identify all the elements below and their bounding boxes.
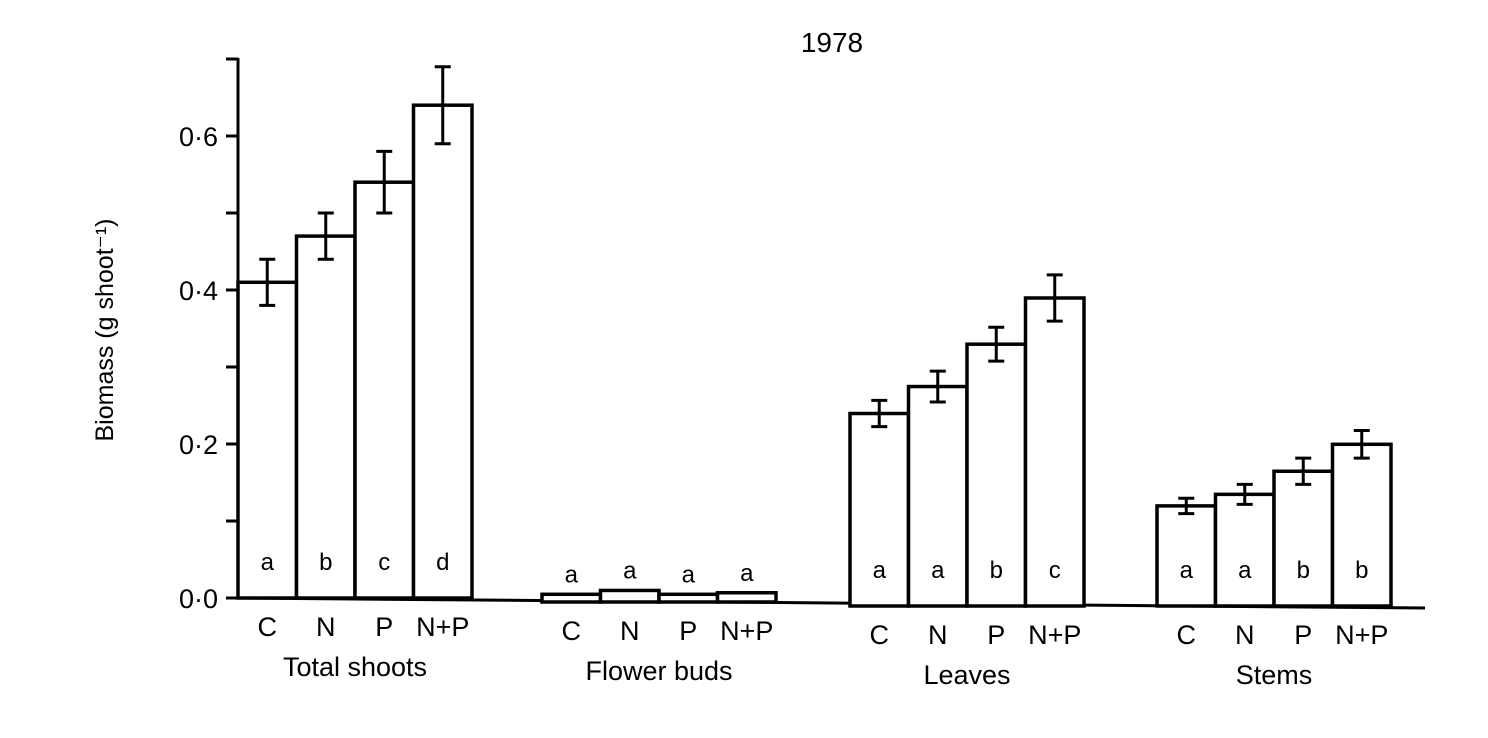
- chart-title: 1978: [801, 27, 863, 58]
- significance-letter: c: [1049, 557, 1061, 584]
- significance-letter: a: [1180, 557, 1194, 584]
- x-tick-label: N+P: [416, 612, 469, 642]
- x-tick-label: N: [1235, 620, 1255, 650]
- significance-letter: a: [623, 557, 637, 584]
- y-tick-label: 0·0: [179, 584, 218, 614]
- bar: [848, 411, 911, 608]
- significance-letter: a: [1238, 557, 1252, 584]
- bars-layer: a Cb Nc Pd N+P Total shoots a Ca Na Pa N+P Flower b…: [236, 65, 1393, 690]
- bar: [353, 180, 416, 600]
- x-tick-label: N: [620, 616, 640, 646]
- significance-letter: a: [740, 560, 754, 587]
- significance-letter: b: [990, 557, 1003, 584]
- x-tick-label: N+P: [1335, 620, 1388, 650]
- significance-letter: d: [436, 549, 449, 576]
- x-tick-label: N+P: [720, 616, 773, 646]
- group-label: Flower buds: [585, 656, 732, 686]
- bar: [1155, 504, 1218, 608]
- significance-letter: a: [682, 561, 696, 588]
- x-tick-label: C: [1177, 620, 1197, 650]
- bar: [598, 588, 661, 604]
- x-tick-label: P: [679, 616, 697, 646]
- significance-letter: a: [931, 557, 945, 584]
- bar: [657, 592, 720, 604]
- significance-letter: a: [873, 557, 887, 584]
- bar: [1272, 469, 1335, 608]
- y-tick-label: 0·2: [179, 430, 218, 460]
- bar: [236, 280, 299, 600]
- x-tick-label: C: [562, 616, 582, 646]
- significance-letter: b: [1297, 557, 1310, 584]
- bar: [1330, 442, 1393, 608]
- x-tick-label: P: [1294, 620, 1312, 650]
- significance-letter: b: [319, 549, 332, 576]
- bar: [540, 592, 603, 604]
- group-label: Stems: [1236, 660, 1313, 690]
- x-tick-label: P: [375, 612, 393, 642]
- x-tick-label: P: [987, 620, 1005, 650]
- x-tick-label: C: [870, 620, 890, 650]
- significance-letter: b: [1355, 557, 1368, 584]
- y-axis-label: Biomass (g shoot⁻¹): [91, 219, 119, 442]
- x-tick-label: N+P: [1028, 620, 1081, 650]
- bar: [715, 591, 778, 604]
- x-tick-label: N: [928, 620, 948, 650]
- group-label: Leaves: [923, 660, 1010, 690]
- significance-letter: a: [261, 549, 275, 576]
- bar: [965, 342, 1028, 608]
- y-tick-label: 0·6: [179, 122, 218, 152]
- bar: [294, 234, 357, 600]
- significance-letter: c: [378, 549, 390, 576]
- bar: [411, 103, 474, 600]
- group-label: Total shoots: [283, 652, 427, 682]
- x-tick-label: C: [258, 612, 278, 642]
- y-tick-label: 0·4: [179, 276, 218, 306]
- x-tick-label: N: [316, 612, 336, 642]
- bar: [1213, 492, 1276, 608]
- significance-letter: a: [565, 561, 579, 588]
